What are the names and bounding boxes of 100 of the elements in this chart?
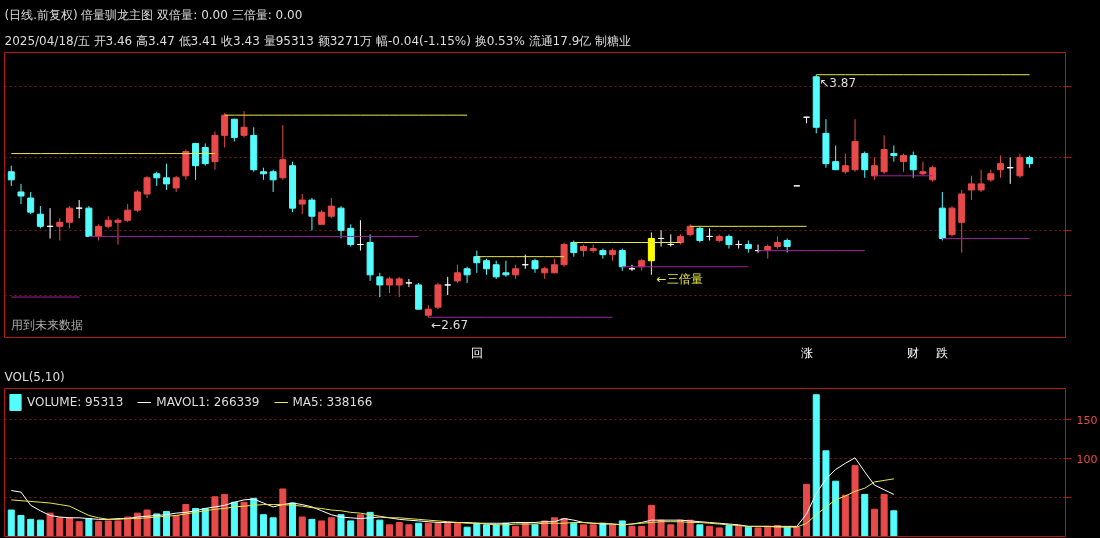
candlestick [65, 205, 73, 229]
bar [114, 520, 122, 537]
bar [492, 524, 500, 537]
candlestick [841, 153, 849, 175]
candlestick [143, 175, 151, 199]
candlestick [599, 248, 607, 260]
candlestick [405, 278, 413, 288]
candlestick [36, 205, 44, 229]
bar [395, 521, 403, 537]
candlestick [192, 142, 200, 181]
candlestick [453, 264, 461, 284]
bar [483, 524, 491, 537]
x-tick-label: 涨 [800, 345, 813, 360]
bar [638, 525, 646, 537]
bar [182, 504, 190, 537]
bar [327, 517, 335, 537]
chart-title: VOL(5,10) [4, 369, 65, 384]
annotation: ←2.67 [431, 318, 469, 333]
candlestick [502, 260, 510, 278]
bar [609, 524, 617, 537]
bar [124, 516, 132, 537]
bar [172, 514, 180, 537]
chart-title: (日线.前复权) 倍量驯龙主图 双倍量: 0.00 三倍量: 0.00 [4, 7, 303, 22]
bar [444, 522, 452, 537]
bar [570, 522, 578, 537]
candlestick [909, 151, 917, 179]
bar [715, 527, 723, 537]
annotation: ←三倍量 [656, 271, 703, 286]
candlestick [337, 205, 345, 239]
bar [356, 514, 364, 537]
bar [85, 518, 93, 537]
bar [211, 496, 219, 537]
bar [870, 508, 878, 537]
bar [279, 488, 287, 537]
candlestick [347, 223, 355, 248]
bar [531, 524, 539, 537]
candlestick [463, 266, 471, 284]
candlestick [133, 189, 141, 213]
bar [386, 524, 394, 537]
candlestick [870, 157, 878, 181]
candlestick [880, 134, 888, 175]
bar [230, 501, 238, 537]
candlestick [298, 193, 306, 215]
annotation: 用到未来数据 [10, 317, 83, 332]
y-tick-label: 100 [1076, 452, 1098, 466]
bar [65, 517, 73, 537]
bar [95, 521, 103, 537]
bar [453, 522, 461, 537]
bar [880, 493, 888, 537]
bar [308, 518, 316, 537]
candlestick [201, 142, 209, 167]
candlestick [977, 169, 985, 193]
candlestick [114, 217, 122, 246]
bar [104, 520, 112, 537]
x-tick-label: 回 [470, 345, 483, 360]
bar [890, 510, 898, 537]
bar [628, 525, 636, 537]
bar [812, 394, 820, 537]
bar [463, 526, 471, 537]
bar [841, 494, 849, 537]
candlestick [967, 175, 975, 201]
x-tick-label: 财 [907, 345, 920, 360]
bar [434, 522, 442, 537]
bar [75, 521, 83, 537]
bar [822, 450, 830, 537]
line-series [10, 478, 895, 528]
bar [269, 517, 277, 537]
bar [618, 520, 626, 537]
bar [832, 480, 840, 537]
candlestick [240, 110, 248, 138]
bar [647, 504, 655, 537]
candlestick [919, 161, 927, 177]
bar [851, 465, 859, 537]
legend-label: MA5: 338166 [292, 395, 373, 409]
candlestick [327, 197, 335, 219]
bar [512, 525, 520, 537]
bar [754, 527, 762, 537]
candlestick [832, 144, 840, 171]
candlestick [618, 248, 626, 272]
bar [298, 516, 306, 537]
bar [347, 520, 355, 537]
bar [696, 524, 704, 537]
bar [221, 493, 229, 537]
bar [424, 522, 432, 537]
bar [793, 526, 801, 537]
candlestick [473, 250, 481, 274]
bar [667, 524, 675, 537]
candlestick [162, 163, 170, 191]
bar [56, 517, 64, 537]
bar [46, 512, 54, 537]
candlestick [308, 197, 316, 231]
candlestick [997, 155, 1005, 179]
candlestick [17, 183, 25, 205]
candlestick [861, 151, 869, 179]
candlestick [376, 272, 384, 298]
bar [36, 519, 44, 537]
candlestick [124, 203, 132, 223]
bar [803, 483, 811, 537]
candlestick [230, 118, 238, 142]
bar [706, 525, 714, 537]
